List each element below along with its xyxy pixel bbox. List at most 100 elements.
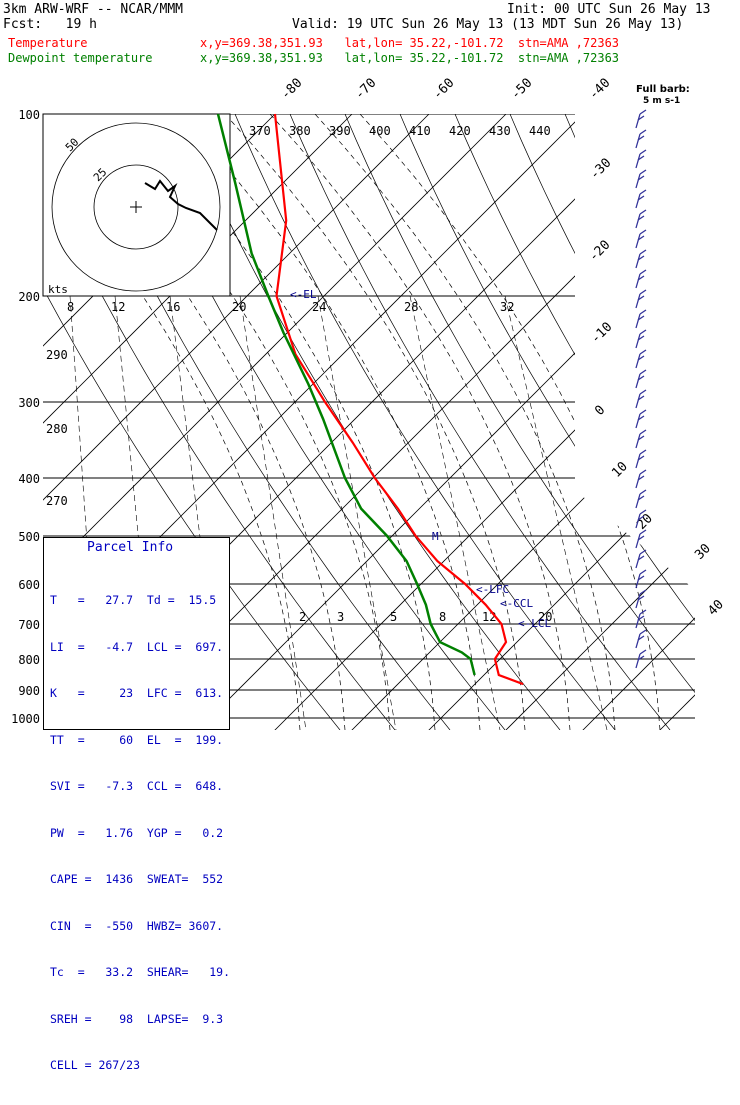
mixing-ratio-line: [504, 295, 608, 730]
hodograph: 25 50 kts: [42, 113, 231, 297]
isotherm: [193, 114, 695, 730]
wind-barb: [635, 389, 647, 409]
isotherm-label: -50: [508, 76, 535, 103]
wind-barb: [635, 249, 647, 269]
isotherm: [43, 114, 507, 730]
isotherm-label: -20: [586, 238, 613, 265]
wind-barb: [635, 449, 647, 469]
isotherm: [655, 114, 695, 730]
parcel-row: T = 27.7 Td = 15.5: [50, 593, 217, 607]
wind-barb: [635, 289, 647, 309]
dry-adiabat: [289, 114, 671, 730]
mixing-ratio-label: 5: [390, 610, 397, 624]
wind-barb: [635, 189, 647, 209]
valid-time: Valid: 19 UTC Sun 26 May 13 (13 MDT Sun …: [292, 17, 684, 32]
model-title: 3km ARW-WRF -- NCAR/MMM: [3, 2, 184, 17]
mixing-ratio-label: 12: [482, 610, 496, 624]
mixing-ratio-label: 16: [166, 300, 180, 314]
el-marker: <-EL: [290, 288, 317, 301]
hodograph-trace: [144, 179, 218, 231]
theta-label: 280: [46, 422, 68, 436]
wind-barb: [635, 629, 647, 649]
theta-label: 430: [489, 124, 511, 138]
parcel-row: CELL = 267/23: [50, 1058, 141, 1072]
isotherm-label: -10: [588, 320, 615, 347]
wind-barb: [635, 229, 647, 249]
pressure-label: 300: [18, 396, 40, 410]
theta-label: 380: [289, 124, 311, 138]
moist-adiabat: [43, 114, 301, 730]
ccl-marker: <-CCL: [500, 597, 533, 610]
wind-barbs: [635, 109, 647, 669]
parcel-info-title: Parcel Info: [87, 540, 174, 555]
parcel-row: PW = 1.76 YGP = 0.2: [50, 825, 224, 840]
wind-barb: [635, 109, 647, 129]
pressure-label: 400: [18, 472, 40, 486]
mixing-ratio-label: 24: [312, 300, 326, 314]
wind-barb: [635, 169, 647, 189]
wind-barb: [635, 649, 647, 669]
theta-label: 370: [249, 124, 271, 138]
isotherm-label: -80: [278, 76, 305, 103]
theta-label: 290: [46, 348, 68, 362]
wind-barb: [635, 609, 647, 629]
pressure-label: 700: [18, 618, 40, 632]
theta-label: 400: [369, 124, 391, 138]
parcel-info-panel: Parcel Info T = 27.7 Td = 15.5 LI = -4.7…: [43, 537, 230, 1072]
dry-adiabat: [509, 114, 695, 730]
theta-labels: 370 380 390 400 410 420 430 440 290 280 270: [46, 124, 551, 508]
wind-barb: [635, 589, 647, 609]
dry-adiabat: [179, 114, 561, 730]
mixing-ratio-label: 20: [538, 610, 552, 624]
isotherm: [43, 114, 430, 730]
dry-adiabat: [674, 114, 695, 730]
parcel-row: LI = -4.7 LCL = 697.: [50, 639, 224, 654]
parcel-row: SVI = -7.3 CCL = 648.: [50, 779, 224, 793]
wind-barb: [635, 429, 647, 449]
lcl-marker: <-LCL: [518, 617, 551, 630]
wind-barb: [635, 509, 647, 529]
parcel-row: TT = 60 EL = 199.: [50, 732, 224, 747]
mix-marker: M: [432, 530, 439, 543]
moist-adiabat: [179, 114, 481, 730]
mixing-ratio-label: 32: [500, 300, 514, 314]
moist-adiabat: [44, 114, 346, 730]
dry-adiabat: [43, 114, 341, 730]
wind-barb: [635, 409, 647, 429]
isotherm: [733, 114, 740, 734]
isotherm: [43, 114, 45, 730]
wind-barb: [635, 269, 647, 289]
mixing-ratio-label: 28: [404, 300, 418, 314]
moist-adiabat: [134, 114, 436, 730]
mixing-ratio-line: [317, 295, 397, 730]
isotherm: [501, 114, 695, 730]
isotherm: [578, 114, 695, 730]
isotherm-label: 10: [609, 459, 631, 481]
hodo-units: kts: [48, 283, 68, 296]
parcel-row: CAPE = 1436 SWEAT= 552: [50, 872, 224, 886]
dry-adiabat: [344, 114, 695, 730]
moist-adiabat: [89, 114, 391, 730]
wind-barb: [635, 129, 647, 149]
wind-barb: [635, 549, 647, 569]
mixing-ratio-label: 8: [439, 610, 446, 624]
dewpoint-profile: [216, 113, 476, 676]
wind-barb: [635, 309, 647, 329]
pressure-label: 500: [18, 530, 40, 544]
forecast-hour: Fcst: 19 h: [3, 17, 97, 32]
pressure-label: 1000: [11, 712, 40, 726]
theta-label: 270: [46, 494, 68, 508]
pressure-axis: 100 200 300 400 500 600 700 800 900 1000: [11, 108, 40, 726]
moist-adiabat: [314, 114, 616, 730]
parcel-row: K = 23 LFC = 613.: [50, 686, 224, 700]
moist-adiabat: [359, 114, 661, 730]
isotherm-label: 0: [592, 403, 608, 419]
wind-barb: [635, 369, 647, 389]
theta-label: 440: [529, 124, 551, 138]
isotherm-label: 40: [705, 597, 727, 619]
wind-barb: [635, 489, 647, 509]
dewpoint-legend: Dewpoint temperature: [8, 51, 153, 65]
parcel-row: Tc = 33.2 SHEAR= 19.: [50, 965, 231, 979]
